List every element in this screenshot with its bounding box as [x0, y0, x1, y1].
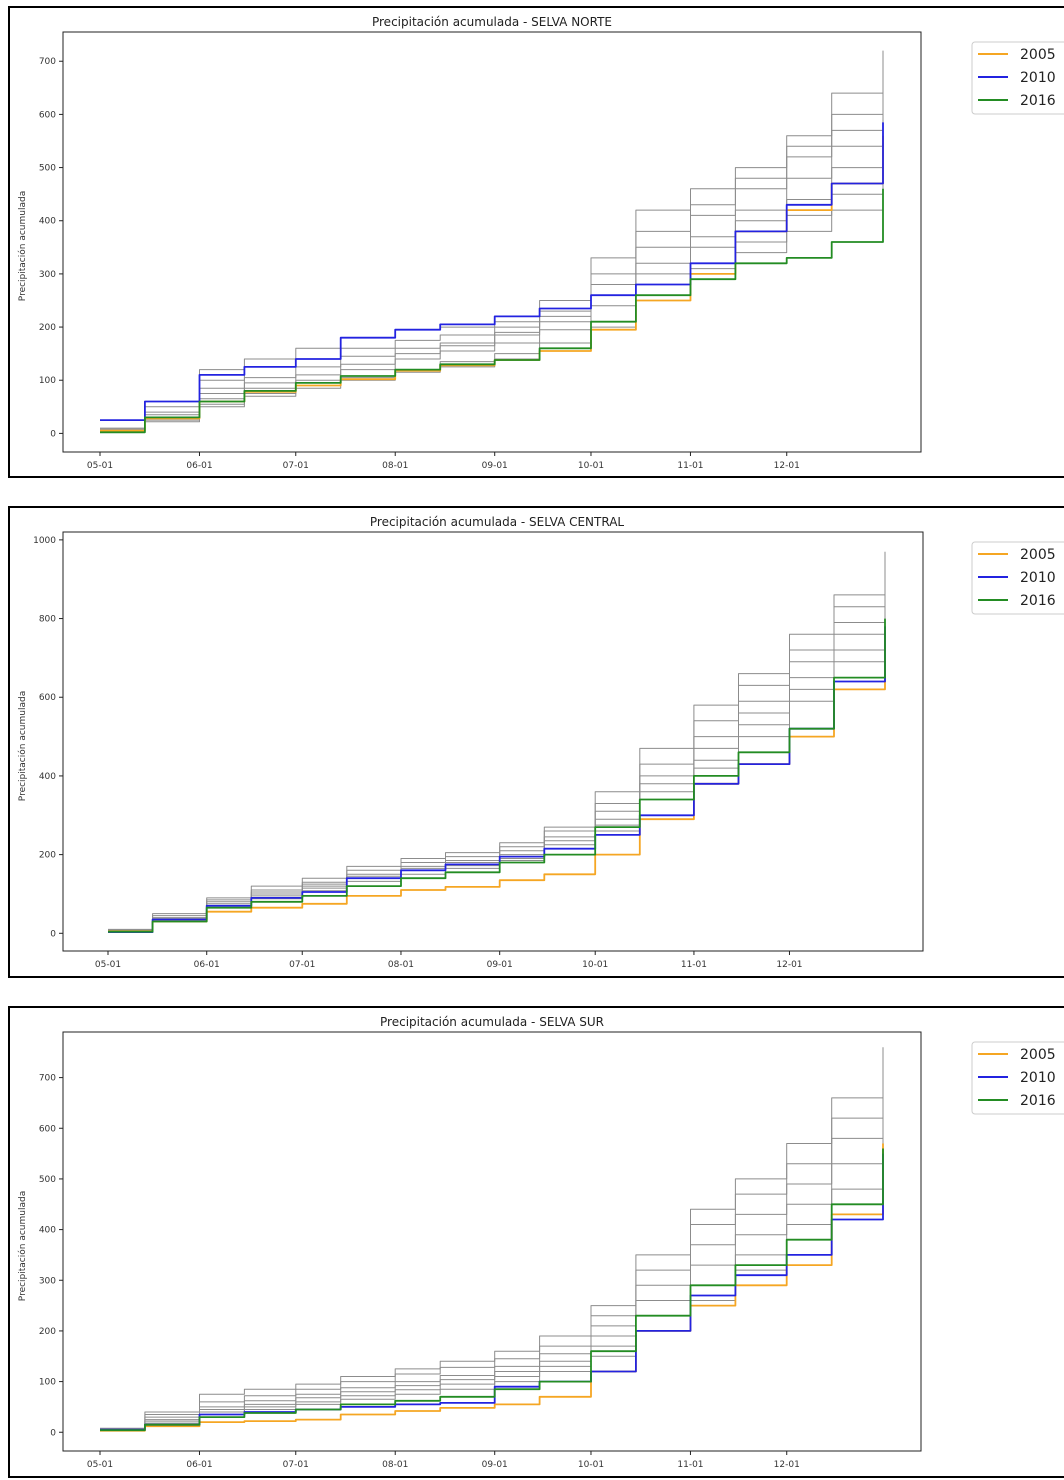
legend-label-2005: 2005 [1020, 47, 1056, 63]
x-tick-label: 07-01 [289, 960, 315, 970]
chart-panel-selva-central: Precipitación acumulada - SELVA CENTRAL … [8, 506, 1064, 978]
series-line-other-year [100, 178, 884, 433]
y-tick-label: 700 [39, 1074, 56, 1084]
y-tick-label: 700 [39, 57, 56, 67]
x-tick-label: 10-01 [582, 960, 608, 970]
legend-label-2010: 2010 [1020, 570, 1056, 586]
y-axis-label: Precipitación acumulada [17, 1191, 28, 1301]
y-tick-label: 200 [39, 323, 56, 333]
y-tick-label: 600 [39, 110, 56, 120]
x-tick-label: 10-01 [578, 461, 604, 471]
legend: 2005 2010 2016 [971, 541, 1064, 615]
chart-panel-selva-sur: Precipitación acumulada - SELVA SUR Prec… [8, 1006, 1064, 1478]
x-tick-label: 08-01 [382, 461, 408, 471]
x-tick-label: 06-01 [194, 960, 220, 970]
x-tick-label: 06-01 [186, 461, 212, 471]
y-tick-label: 300 [39, 1276, 56, 1286]
series-line-2005 [100, 1143, 884, 1432]
series-line-other-year [100, 1047, 884, 1429]
legend-box [971, 41, 1064, 115]
legend: 2005 2010 2016 [971, 41, 1064, 115]
plot-area [62, 31, 922, 453]
y-tick-label: 100 [39, 1378, 56, 1388]
chart-title: Precipitación acumulada - SELVA CENTRAL [370, 515, 625, 529]
y-tick-label: 300 [39, 270, 56, 280]
x-tick-label: 09-01 [487, 960, 513, 970]
legend-label-2010: 2010 [1020, 1070, 1056, 1086]
y-tick-label: 0 [50, 929, 56, 939]
y-axis-label: Precipitación acumulada [17, 191, 28, 301]
chart-selva-sur: Precipitación acumulada - SELVA SUR Prec… [17, 1015, 1064, 1470]
y-tick-label: 200 [39, 851, 56, 861]
x-tick-label: 08-01 [382, 1460, 408, 1470]
x-tick-label: 09-01 [482, 1460, 508, 1470]
x-tick-label: 05-01 [87, 461, 113, 471]
plot-area [62, 1031, 922, 1452]
legend-label-2010: 2010 [1020, 70, 1056, 86]
x-tick-label: 10-01 [578, 1460, 604, 1470]
x-tick-label: 07-01 [283, 461, 309, 471]
y-tick-label: 600 [39, 693, 56, 703]
y-tick-label: 100 [39, 376, 56, 386]
x-tick-label: 05-01 [95, 960, 121, 970]
legend-label-2016: 2016 [1020, 593, 1056, 609]
legend-label-2016: 2016 [1020, 93, 1056, 109]
plot-area [62, 531, 924, 952]
x-tick-label: 12-01 [774, 461, 800, 471]
series-line-2016 [100, 188, 884, 434]
y-tick-label: 400 [39, 772, 56, 782]
y-tick-label: 1000 [33, 536, 56, 546]
legend-label-2005: 2005 [1020, 547, 1056, 563]
chart-title: Precipitación acumulada - SELVA NORTE [372, 15, 612, 29]
legend-label-2005: 2005 [1020, 1047, 1056, 1063]
y-tick-label: 600 [39, 1124, 56, 1134]
x-tick-label: 12-01 [774, 1460, 800, 1470]
legend-label-2016: 2016 [1020, 1093, 1056, 1109]
y-tick-label: 200 [39, 1327, 56, 1337]
chart-panel-selva-norte: Precipitación acumulada - SELVA NORTE Pr… [8, 6, 1064, 478]
series-line-2016 [100, 1148, 884, 1432]
x-tick-label: 08-01 [388, 960, 414, 970]
chart-title: Precipitación acumulada - SELVA SUR [380, 1015, 604, 1029]
x-tick-label: 06-01 [186, 1460, 212, 1470]
y-tick-label: 400 [39, 217, 56, 227]
legend-box [971, 1041, 1064, 1115]
x-tick-label: 11-01 [677, 1460, 703, 1470]
y-tick-label: 400 [39, 1226, 56, 1236]
x-tick-label: 09-01 [482, 461, 508, 471]
x-tick-label: 07-01 [283, 1460, 309, 1470]
x-tick-label: 11-01 [677, 461, 703, 471]
y-tick-label: 500 [39, 1175, 56, 1185]
series-line-2010 [100, 122, 884, 422]
legend: 2005 2010 2016 [971, 1041, 1064, 1115]
legend-box [971, 541, 1064, 615]
y-tick-label: 0 [50, 1428, 56, 1438]
y-tick-label: 500 [39, 164, 56, 174]
y-tick-label: 800 [39, 615, 56, 625]
x-tick-label: 12-01 [776, 960, 802, 970]
series-line-other-year [100, 1057, 884, 1430]
y-axis-label: Precipitación acumulada [17, 691, 28, 801]
x-tick-label: 05-01 [87, 1460, 113, 1470]
series-line-2016 [108, 618, 886, 933]
x-tick-label: 11-01 [681, 960, 707, 970]
y-tick-label: 0 [50, 429, 56, 439]
chart-selva-norte: Precipitación acumulada - SELVA NORTE Pr… [17, 15, 1064, 471]
chart-selva-central: Precipitación acumulada - SELVA CENTRAL … [17, 515, 1064, 970]
